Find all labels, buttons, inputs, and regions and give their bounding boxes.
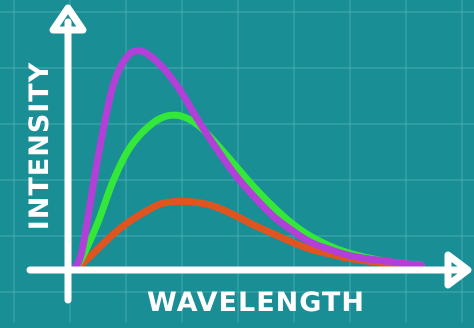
axes xyxy=(26,4,472,304)
x-axis-label: WAVELENGTH xyxy=(147,287,365,318)
series-line-1 xyxy=(71,47,425,272)
x-axis-arrow-icon xyxy=(444,251,472,289)
curves xyxy=(71,47,425,272)
y-axis-arrow-icon xyxy=(49,4,87,34)
y-axis-label: INTENSITY xyxy=(24,62,55,231)
